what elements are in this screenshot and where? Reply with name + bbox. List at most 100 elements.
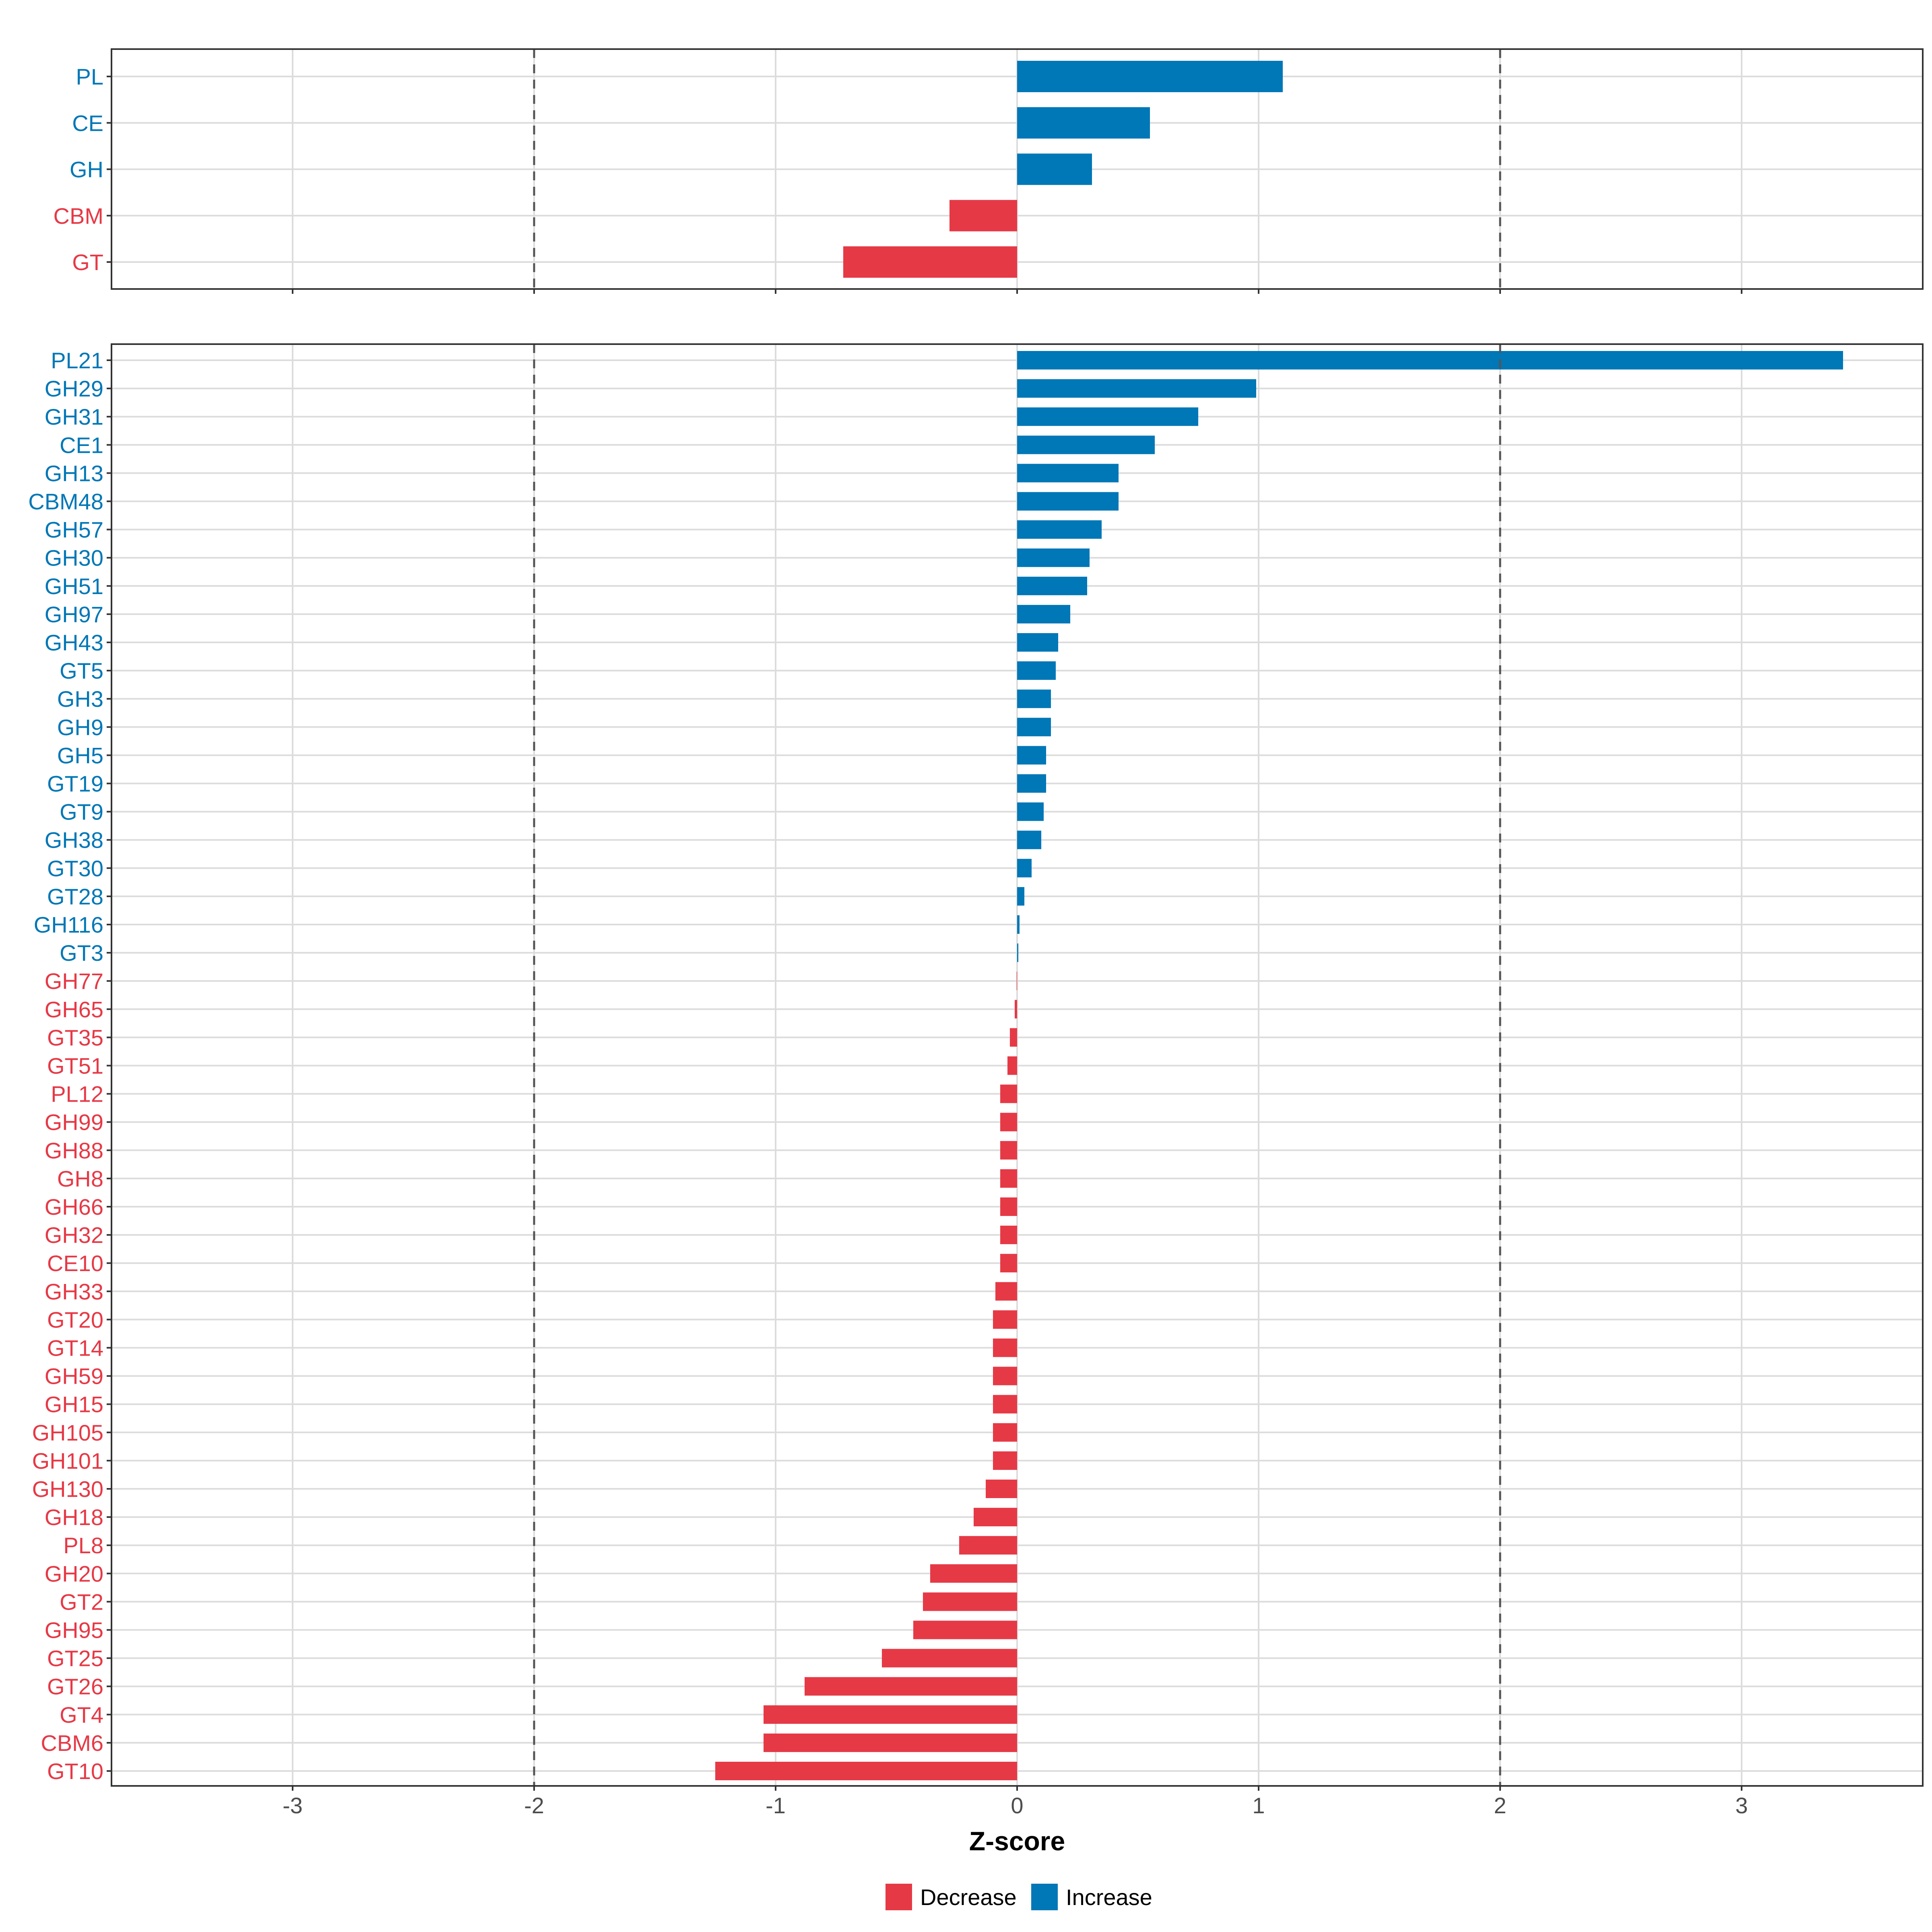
bottom-category-label: GH38 bbox=[45, 828, 103, 853]
bottom-bar-gh130 bbox=[986, 1480, 1017, 1498]
bottom-category-label: GT20 bbox=[47, 1307, 103, 1332]
top-bar-gh bbox=[1017, 153, 1092, 185]
bottom-bar-gh65 bbox=[1015, 1000, 1017, 1019]
bottom-bar-gt10 bbox=[715, 1762, 1017, 1780]
top-panel: PL CE GH CBM GT bbox=[54, 48, 1924, 294]
bottom-bar-gt14 bbox=[993, 1338, 1017, 1357]
bottom-category-label: GH18 bbox=[45, 1505, 103, 1530]
bottom-category-label: PL21 bbox=[51, 348, 103, 373]
bottom-bar-gh29 bbox=[1017, 379, 1256, 398]
bottom-bar-gh38 bbox=[1017, 830, 1041, 849]
bottom-bar-gt4 bbox=[764, 1705, 1017, 1724]
bottom-bar-gh8 bbox=[1000, 1169, 1017, 1188]
top-category-label: CE bbox=[72, 110, 103, 136]
bottom-category-label: GH20 bbox=[45, 1561, 103, 1586]
bottom-bar-gh18 bbox=[974, 1508, 1017, 1527]
x-axis-title: Z-score bbox=[969, 1826, 1065, 1856]
bottom-category-label: GT2 bbox=[60, 1589, 103, 1614]
bottom-category-label: GH29 bbox=[45, 376, 103, 401]
bottom-category-label: GT26 bbox=[47, 1674, 103, 1699]
legend-swatch-increase bbox=[1031, 1884, 1058, 1910]
bottom-category-label: CBM48 bbox=[28, 489, 103, 514]
bottom-bar-gh43 bbox=[1017, 633, 1058, 652]
bottom-category-label: CE1 bbox=[60, 432, 103, 458]
bottom-category-label: GH32 bbox=[45, 1222, 103, 1248]
bottom-category-label: GH95 bbox=[45, 1618, 103, 1643]
bottom-category-label: PL12 bbox=[51, 1082, 103, 1107]
bottom-bar-gh101 bbox=[993, 1451, 1017, 1470]
bottom-bar-pl12 bbox=[1000, 1084, 1017, 1103]
bottom-category-label: GH65 bbox=[45, 997, 103, 1022]
bottom-bar-gh88 bbox=[1000, 1141, 1017, 1160]
bottom-bar-gh99 bbox=[1000, 1113, 1017, 1131]
legend-swatch-decrease bbox=[886, 1884, 912, 1910]
top-category-label: CBM bbox=[54, 203, 103, 229]
bottom-bar-gh31 bbox=[1017, 407, 1198, 426]
bottom-bar-cbm48 bbox=[1017, 492, 1119, 511]
bottom-category-label: GH9 bbox=[57, 714, 103, 740]
x-tick-label: 2 bbox=[1494, 1793, 1506, 1818]
bottom-category-label: GH15 bbox=[45, 1392, 103, 1417]
bottom-bar-gt51 bbox=[1007, 1056, 1017, 1075]
top-category-label: GT bbox=[72, 250, 103, 275]
bottom-bar-gt20 bbox=[993, 1310, 1017, 1329]
bottom-category-label: GH3 bbox=[57, 686, 103, 712]
bottom-category-label: GH77 bbox=[45, 968, 103, 994]
bottom-bar-gh66 bbox=[1000, 1197, 1017, 1216]
legend-label-decrease: Decrease bbox=[920, 1885, 1017, 1910]
bottom-bar-gh3 bbox=[1017, 689, 1051, 708]
bottom-category-label: GT5 bbox=[60, 658, 103, 683]
bottom-category-label: GH66 bbox=[45, 1194, 103, 1220]
bottom-bar-gh13 bbox=[1017, 464, 1119, 483]
bottom-bar-ce10 bbox=[1000, 1254, 1017, 1273]
bottom-bar-gt9 bbox=[1017, 802, 1044, 821]
bottom-category-label: GT51 bbox=[47, 1053, 103, 1079]
bottom-bar-gh9 bbox=[1017, 718, 1051, 737]
bottom-bar-pl8 bbox=[959, 1536, 1017, 1555]
bottom-category-label: GT14 bbox=[47, 1335, 103, 1361]
bottom-bar-gh59 bbox=[993, 1366, 1017, 1385]
bottom-bar-gh20 bbox=[930, 1564, 1017, 1583]
top-bar-ce bbox=[1017, 107, 1150, 139]
bottom-bar-pl21 bbox=[1017, 351, 1843, 369]
top-bar-pl bbox=[1017, 61, 1283, 92]
legend: Decrease Increase bbox=[886, 1884, 1152, 1910]
bottom-category-label: GH59 bbox=[45, 1364, 103, 1389]
bottom-bar-gt5 bbox=[1017, 661, 1056, 680]
x-tick-label: 3 bbox=[1735, 1793, 1748, 1818]
top-category-label: GH bbox=[70, 157, 103, 182]
bottom-category-label: GH105 bbox=[32, 1420, 103, 1445]
bottom-bar-gt28 bbox=[1017, 887, 1024, 906]
top-bar-cbm bbox=[949, 200, 1017, 231]
bottom-category-label: GH30 bbox=[45, 545, 103, 571]
bottom-category-label: GH43 bbox=[45, 630, 103, 655]
x-tick-label: -3 bbox=[283, 1793, 303, 1818]
bottom-category-label: CE10 bbox=[47, 1251, 103, 1276]
bottom-category-label: GH101 bbox=[32, 1448, 103, 1474]
bottom-category-label: GT9 bbox=[60, 799, 103, 825]
bottom-category-label: CBM6 bbox=[41, 1730, 103, 1756]
bottom-category-label: GH33 bbox=[45, 1279, 103, 1304]
bottom-bar-cbm6 bbox=[764, 1733, 1017, 1752]
bottom-category-label: GT10 bbox=[47, 1759, 103, 1784]
x-axis: -3 -2 -1 0 1 2 3 bbox=[283, 1793, 1748, 1818]
top-category-label: PL bbox=[76, 64, 104, 89]
bottom-category-label: GH130 bbox=[32, 1476, 103, 1502]
bottom-bar-gh105 bbox=[993, 1423, 1017, 1442]
bottom-bar-ce1 bbox=[1017, 436, 1155, 454]
bottom-category-label: GT35 bbox=[47, 1025, 103, 1050]
bottom-category-label: GT25 bbox=[47, 1646, 103, 1671]
bottom-bar-gt30 bbox=[1017, 859, 1032, 877]
bottom-category-label: GH5 bbox=[57, 743, 103, 768]
bottom-category-label: GH88 bbox=[45, 1138, 103, 1163]
bottom-bar-gt26 bbox=[805, 1677, 1017, 1696]
bottom-category-label: GH97 bbox=[45, 602, 103, 627]
bottom-bar-gh30 bbox=[1017, 548, 1090, 567]
bottom-bar-gt19 bbox=[1017, 774, 1046, 793]
bottom-bar-gt3 bbox=[1017, 943, 1018, 962]
bottom-category-label: GT19 bbox=[47, 771, 103, 797]
x-tick-label: 0 bbox=[1011, 1793, 1023, 1818]
legend-label-increase: Increase bbox=[1066, 1885, 1152, 1910]
